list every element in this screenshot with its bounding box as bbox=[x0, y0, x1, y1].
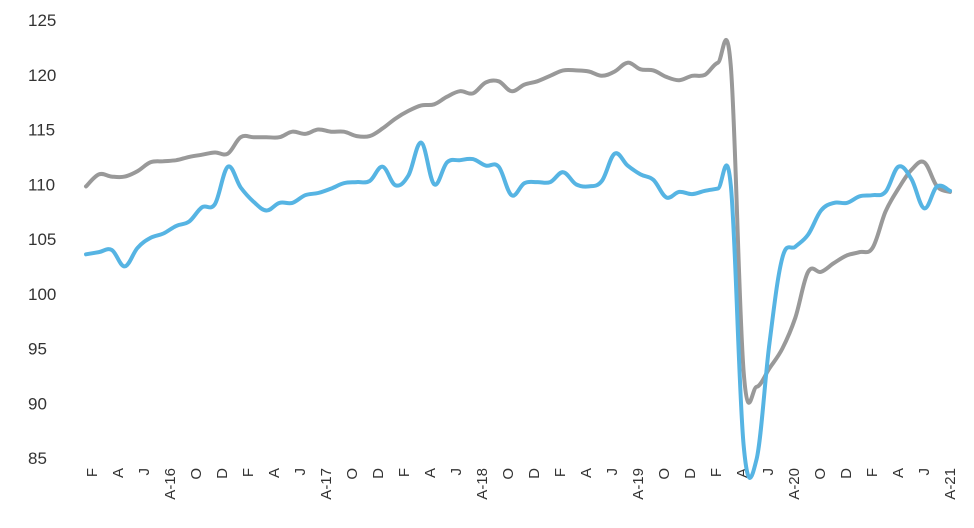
y-tick-label: 100 bbox=[28, 285, 56, 304]
y-tick-label: 110 bbox=[28, 175, 55, 194]
x-axis: F A J A-16 O D F A J A-17 O D F A J A-18 O D F A J A-19 O D F A J A… bbox=[84, 468, 959, 500]
x-tick-label: J bbox=[136, 468, 153, 476]
series-line-2 bbox=[84, 140, 952, 480]
x-tick-label: O bbox=[812, 468, 829, 480]
x-tick-label: A-17 bbox=[318, 468, 335, 500]
x-tick-label: F bbox=[552, 468, 569, 477]
x-tick-label: A-20 bbox=[786, 468, 803, 500]
x-tick-label: O bbox=[500, 468, 517, 480]
y-tick-label: 105 bbox=[28, 230, 56, 249]
x-tick-label: A bbox=[578, 468, 595, 478]
x-tick-label: D bbox=[838, 468, 855, 479]
y-axis: 125 120 115 110 105 100 95 90 85 bbox=[28, 11, 56, 468]
x-tick-label: D bbox=[682, 468, 699, 479]
x-tick-label: F bbox=[708, 468, 725, 477]
x-tick-label: F bbox=[864, 468, 881, 477]
y-tick-label: 90 bbox=[28, 394, 47, 413]
x-tick-label: J bbox=[916, 468, 933, 476]
x-tick-label: A-16 bbox=[162, 468, 179, 500]
plot-area bbox=[84, 37, 952, 480]
x-tick-label: J bbox=[760, 468, 777, 476]
x-tick-label: A-21 bbox=[942, 468, 959, 500]
y-tick-label: 120 bbox=[28, 66, 56, 85]
x-tick-label: D bbox=[370, 468, 387, 479]
x-tick-label: J bbox=[448, 468, 465, 476]
x-tick-label: A bbox=[890, 468, 907, 478]
y-tick-label: 95 bbox=[28, 340, 47, 359]
x-tick-label: O bbox=[188, 468, 205, 480]
x-tick-label: A-19 bbox=[630, 468, 647, 500]
x-tick-label: D bbox=[214, 468, 231, 479]
x-tick-label: F bbox=[240, 468, 257, 477]
x-tick-label: F bbox=[396, 468, 413, 477]
x-tick-label: O bbox=[656, 468, 673, 480]
x-tick-label: J bbox=[604, 468, 621, 476]
x-tick-label: A bbox=[110, 468, 127, 478]
x-tick-label: O bbox=[344, 468, 361, 480]
y-tick-label: 85 bbox=[28, 449, 47, 468]
x-tick-label: J bbox=[292, 468, 309, 476]
x-tick-label: A-18 bbox=[474, 468, 491, 500]
x-tick-label: D bbox=[526, 468, 543, 479]
x-tick-label: A bbox=[422, 468, 439, 478]
x-tick-label: F bbox=[84, 468, 101, 477]
x-tick-label: A bbox=[266, 468, 283, 478]
series-line-1 bbox=[84, 37, 952, 405]
x-tick-label: A bbox=[734, 468, 751, 478]
y-tick-label: 125 bbox=[28, 11, 56, 30]
y-tick-label: 115 bbox=[28, 121, 55, 140]
